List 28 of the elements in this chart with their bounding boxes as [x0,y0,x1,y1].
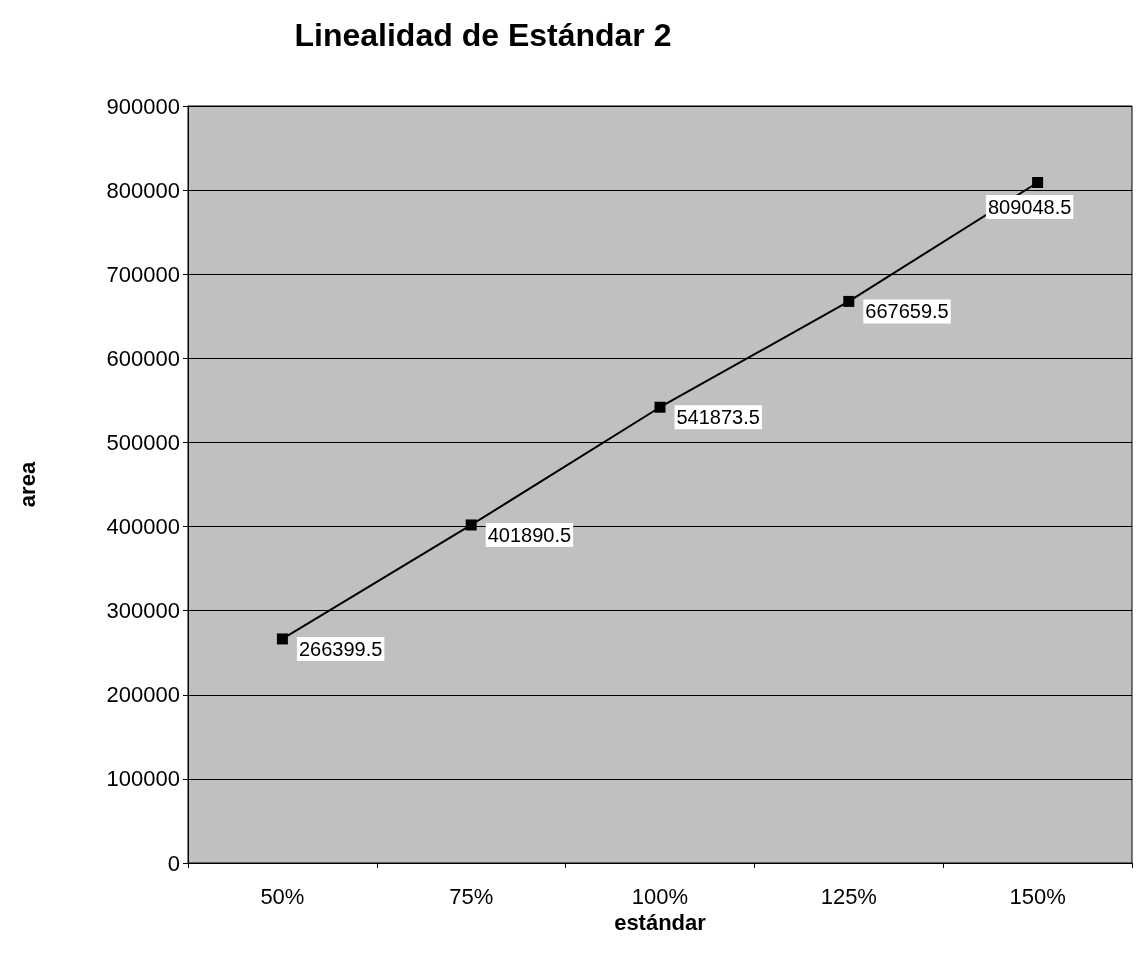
y-tick-label: 0 [167,850,180,876]
data-label: 809048.5 [987,196,1072,218]
point [276,633,288,645]
y-tick-label: 100000 [106,766,180,792]
data-label: 541873.5 [676,406,760,429]
y-axis-title: area [14,461,40,508]
y-tick-label: 500000 [106,429,180,455]
x-tick-label: 125% [820,883,877,909]
point [654,401,666,413]
x-tick-label: 75% [449,883,494,909]
x-axis-title: estándar [614,910,707,936]
point [465,519,477,531]
x-tick-label: 50% [260,883,305,909]
y-tick-label: 200000 [106,682,180,708]
x-tick-label: 150% [1009,883,1066,909]
y-tick-label: 600000 [106,345,180,371]
y-tick-label: 400000 [106,514,180,540]
chart-title: Linealidad de Estándar 2 [294,17,672,53]
data-label: 266399.5 [298,637,383,660]
x-tick-label: 100% [631,883,689,909]
data-label: 401890.5 [487,523,572,546]
point [1032,177,1044,188]
y-tick-label: 900000 [106,93,180,119]
point [843,295,855,307]
data-label: 667659.5 [865,300,949,323]
y-tick-label: 800000 [106,177,180,203]
y-tick-label: 700000 [106,261,180,287]
y-tick-label: 300000 [106,598,180,624]
